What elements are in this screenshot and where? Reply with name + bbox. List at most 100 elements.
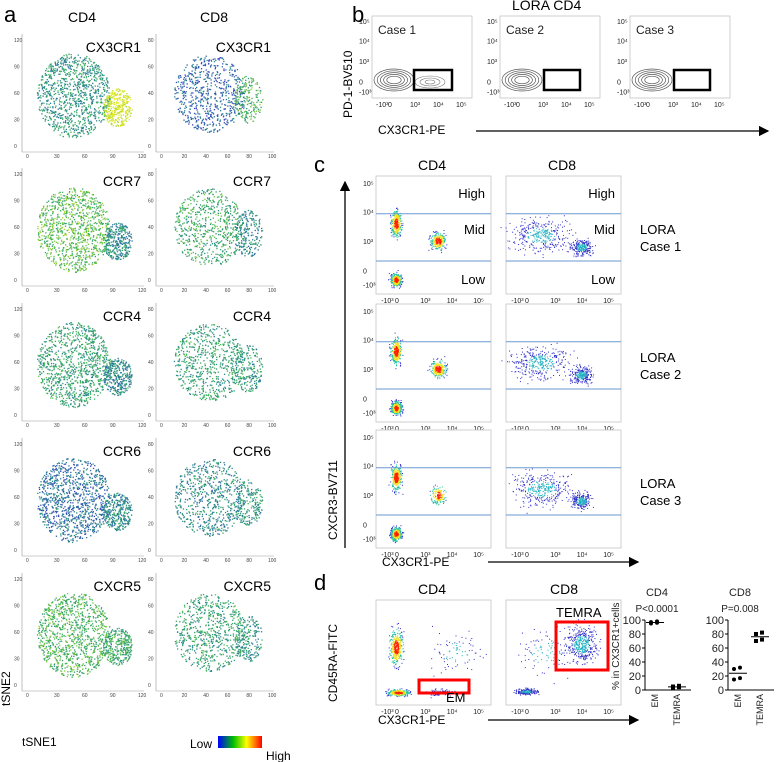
tsne-point: [192, 87, 194, 89]
tsne-point: [100, 214, 102, 216]
tsne-point: [108, 121, 110, 123]
tsne-point: [209, 118, 211, 120]
tsne-point: [206, 72, 208, 74]
tsne-point: [109, 256, 111, 258]
tsne-point: [115, 94, 117, 96]
tsne-point: [54, 127, 56, 129]
tsne-point: [112, 244, 114, 246]
tsne-point: [214, 105, 216, 107]
tsne-point: [197, 81, 199, 83]
tsne-point: [105, 243, 107, 245]
tsne-point: [85, 93, 87, 95]
tsne-point: [60, 84, 62, 87]
tsne-point: [185, 91, 187, 93]
tsne-point: [251, 219, 253, 221]
tsne-point: [49, 102, 52, 104]
tsne-point: [90, 366, 92, 368]
tsne-point: [181, 228, 183, 230]
tsne-point: [59, 266, 61, 268]
tsne-point: [91, 127, 93, 129]
tsne-point: [81, 268, 83, 270]
tsne-point: [192, 198, 194, 200]
tsne-point: [103, 354, 106, 357]
tsne-point: [202, 64, 205, 67]
tsne-point: [108, 236, 110, 238]
tsne-point: [67, 132, 70, 134]
tsne-point: [66, 210, 69, 212]
tsne-point: [107, 366, 109, 368]
tsne-point: [202, 86, 204, 88]
tsne-point: [108, 114, 110, 116]
y-tick-label: 60: [14, 225, 20, 231]
tsne-point: [91, 255, 93, 257]
tsne-point: [240, 91, 243, 93]
tsne-point: [228, 100, 230, 102]
tsne-point: [108, 118, 110, 120]
tsne-point: [115, 113, 117, 116]
tsne-point: [79, 258, 81, 260]
tsne-point: [179, 206, 181, 208]
tsne-point: [85, 230, 88, 233]
tsne-point: [48, 123, 50, 125]
tsne-point: [243, 235, 245, 237]
tsne-point: [237, 87, 239, 90]
tsne-point: [234, 223, 237, 225]
tsne-point: [110, 234, 112, 236]
tsne-point: [71, 214, 73, 216]
tsne-point: [123, 255, 125, 258]
tsne-point: [183, 207, 185, 209]
tsne-point: [190, 100, 193, 102]
tsne-point: [68, 136, 70, 138]
tsne-point: [237, 238, 240, 240]
tsne-point: [92, 217, 94, 219]
y-tick-label: 30: [14, 118, 20, 124]
tsne-point: [99, 86, 101, 88]
tsne-point: [66, 361, 68, 364]
tsne-point: [197, 119, 200, 121]
tsne-point: [62, 222, 64, 224]
tsne-point: [123, 120, 125, 122]
tsne-point: [103, 115, 106, 117]
tsne-point: [70, 404, 72, 406]
tsne-point: [241, 106, 243, 108]
tsne-point: [46, 349, 48, 351]
tsne-point: [67, 374, 69, 376]
tsne-point: [106, 96, 109, 98]
tsne-point: [208, 189, 210, 191]
tsne-point: [95, 355, 97, 357]
tsne-point: [193, 112, 196, 115]
tsne-point: [69, 89, 71, 91]
tsne-point: [76, 86, 78, 88]
tsne-point: [46, 253, 48, 255]
tsne-point: [196, 67, 198, 69]
tsne-point: [197, 56, 199, 58]
tsne-point: [200, 248, 202, 251]
tsne-point: [94, 65, 96, 67]
tsne-point: [107, 97, 109, 99]
tsne-point: [104, 103, 106, 106]
tsne-point: [53, 70, 55, 72]
tsne-point: [50, 253, 52, 255]
tsne-point: [211, 260, 213, 262]
tsne-point: [58, 247, 60, 249]
tsne-point: [39, 230, 41, 232]
tsne-point: [182, 238, 184, 240]
tsne-point: [245, 89, 247, 91]
tsne-point: [74, 57, 76, 59]
tsne-point: [82, 129, 84, 132]
tsne-point: [104, 109, 106, 111]
tsne-point: [111, 244, 113, 246]
tsne-point: [106, 244, 108, 246]
tsne-point: [236, 221, 239, 224]
tsne-point: [223, 219, 225, 221]
tsne-point: [201, 105, 204, 107]
tsne-point: [45, 352, 47, 354]
tsne-point: [77, 100, 80, 103]
tsne-point: [188, 119, 190, 121]
tsne-point: [237, 76, 239, 78]
tsne-point: [245, 121, 247, 123]
y-tick-label: 40: [148, 91, 154, 97]
tsne-point: [65, 251, 68, 253]
tsne-point: [89, 129, 91, 132]
tsne-point: [200, 263, 202, 265]
